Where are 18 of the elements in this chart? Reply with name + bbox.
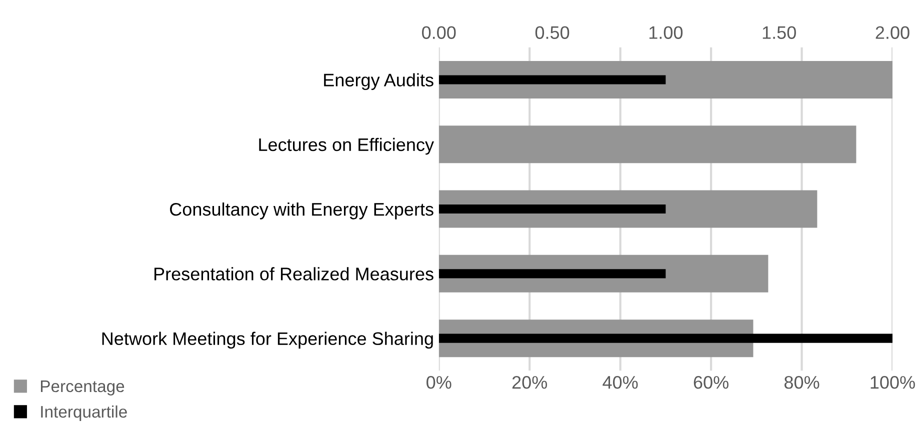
- y-tick-label: Network Meetings for Experience Sharing: [102, 332, 433, 349]
- legend-label: Percentage: [40, 380, 124, 396]
- y-tick-label: Lectures on Efficiency: [259, 138, 434, 155]
- legend-label: Interquartile: [41, 405, 127, 421]
- x-tick-label: 20%: [512, 376, 548, 389]
- x-tick-label: 80%: [784, 376, 820, 389]
- x2-tick-label: 0.50: [535, 26, 570, 39]
- x-tick-label: 0%: [426, 376, 452, 389]
- x2-tick-label: 1.00: [649, 26, 683, 39]
- x-tick-label: 40%: [602, 376, 638, 389]
- x-tick-label: 100%: [870, 376, 915, 389]
- y-tick-label: Presentation of Realized Measures: [154, 267, 434, 280]
- y-tick-label: Energy Audits: [324, 73, 434, 90]
- x-tick-label: 60%: [694, 376, 728, 389]
- x2-tick-label: 2.00: [876, 26, 910, 39]
- x2-tick-label: 0.00: [422, 26, 456, 39]
- x2-tick-label: 1.50: [762, 26, 796, 39]
- y-tick-label: Consultancy with Energy Experts: [170, 202, 434, 220]
